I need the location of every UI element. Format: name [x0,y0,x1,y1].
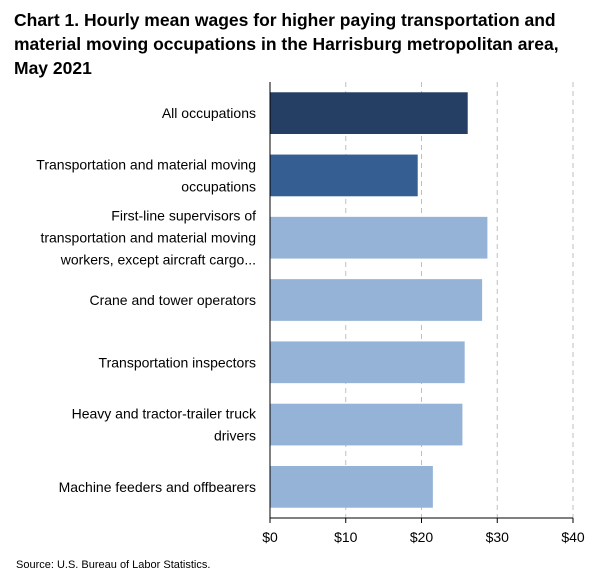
bar [270,279,483,321]
bars [270,92,488,508]
tick-label: $0 [262,529,278,545]
chart-title: Chart 1. Hourly mean wages for higher pa… [14,10,559,78]
bar [270,341,465,384]
source-note: Source: U.S. Bureau of Labor Statistics. [16,559,211,571]
bar [270,465,433,508]
x-axis [269,82,574,523]
category-label: All occupations [162,105,256,121]
tick-label: $40 [561,529,585,545]
category-label: Transportation and material moving occupa… [36,156,256,194]
bar [270,216,488,259]
category-label: Crane and tower operators [89,292,256,308]
tick-label: $10 [334,529,358,545]
category-label: Heavy and tractor-trailer truck drivers [72,406,257,444]
category-label: Transportation inspectors [99,354,256,370]
category-label: Machine feeders and offbearers [59,479,256,495]
tick-label: $30 [486,529,510,545]
category-labels: All occupations Transportation and materi… [36,105,257,495]
tick-label: $20 [410,529,434,545]
bar [270,154,418,197]
tick-labels: $0 $10 $20 $30 $40 [262,529,585,545]
bar [270,403,463,446]
category-label: First-line supervisors of transportation … [40,208,256,268]
bar [270,92,468,135]
